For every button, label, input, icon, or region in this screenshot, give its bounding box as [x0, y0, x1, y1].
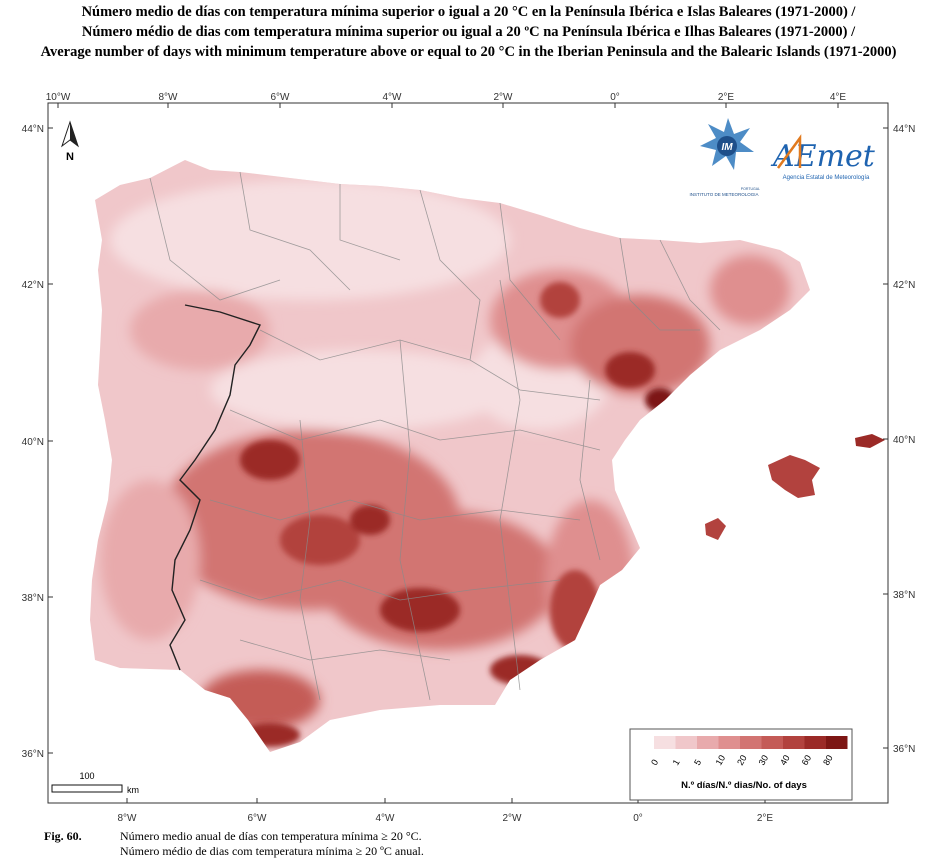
lon-top-label: 8°W	[159, 92, 179, 103]
im-logo-country: PORTUGAL	[741, 187, 760, 191]
lat-right-label: 36°N	[893, 744, 915, 755]
scale-bar-value: 100	[79, 771, 94, 781]
lat-left-label: 40°N	[22, 437, 44, 448]
north-label: N	[66, 151, 74, 163]
caption-line-es: Número medio anual de días con temperatu…	[120, 829, 422, 843]
lat-right-label: 40°N	[893, 435, 915, 446]
lat-left-label: 36°N	[22, 749, 44, 760]
legend-swatch	[804, 736, 826, 749]
figure-number: Fig. 60.	[44, 829, 82, 843]
title-es: Número medio de días con temperatura mín…	[81, 4, 856, 20]
lon-top-label: 2°W	[494, 92, 514, 103]
legend-class-label: 0	[649, 758, 660, 767]
title-pt: Número médio de dias com temperatura mín…	[81, 24, 856, 40]
lon-bottom-label: 2°W	[503, 813, 523, 824]
island-mallorca	[768, 455, 820, 498]
legend-class-label: 30	[757, 753, 771, 767]
scale-bar: 100 km	[51, 771, 139, 795]
lon-top-label: 4°E	[830, 92, 847, 103]
island-menorca	[855, 434, 885, 448]
lon-bottom-label: 0°	[633, 813, 643, 824]
legend-swatch	[826, 736, 848, 749]
lon-top-label: 4°W	[383, 92, 403, 103]
legend-class-label: 80	[821, 753, 835, 767]
lon-top-label: 0°	[610, 92, 620, 103]
legend-class-label: 1	[671, 758, 682, 767]
aemet-logo: AEmet Agencia Estatal de Meteorología	[770, 134, 876, 181]
legend-swatch	[697, 736, 719, 749]
legend: 0 1 5 10 20 30 40 60 80 N.º días/N.º dias/No. of…	[629, 728, 853, 801]
legend-caption: N.º días/N.º dias/No. of days	[681, 780, 807, 791]
lat-right-label: 44°N	[893, 124, 915, 135]
legend-swatch	[675, 736, 697, 749]
lat-left-label: 42°N	[22, 280, 44, 291]
title-en: Average number of days with minimum temp…	[40, 44, 897, 60]
lon-top-label: 2°E	[718, 92, 735, 103]
caption-line-pt: Número médio de dias com temperatura mín…	[120, 844, 424, 858]
legend-class-label: 60	[800, 753, 814, 767]
legend-class-label: 5	[692, 758, 703, 767]
figure-caption: Fig. 60. Número medio anual de días con t…	[44, 829, 424, 859]
lon-bottom-label: 2°E	[757, 813, 774, 824]
temperature-zones	[100, 180, 790, 747]
aemet-logo-subtitle: Agencia Estatal de Meteorología	[783, 175, 870, 181]
im-logo: IM PORTUGAL INSTITUTO DE METEOROLOGIA	[690, 118, 760, 197]
legend-class-label: 20	[735, 753, 749, 767]
lat-left-label: 38°N	[22, 593, 44, 604]
legend-swatch	[718, 736, 740, 749]
lon-bottom-label: 8°W	[118, 813, 138, 824]
legend-class-label: 10	[714, 753, 728, 767]
scale-bar-unit: km	[127, 785, 139, 795]
legend-class-label: 40	[778, 753, 792, 767]
lon-top-label: 10°W	[46, 92, 71, 103]
climate-map: 10°W 8°W 6°W 4°W 2°W 0° 2°E 4°E 8°W 6°W …	[22, 92, 916, 824]
province-boundaries	[149, 171, 721, 701]
spain-portugal-border	[169, 304, 261, 671]
legend-swatch	[654, 736, 676, 749]
lon-bottom-label: 4°W	[376, 813, 396, 824]
lat-right-label: 42°N	[893, 280, 915, 291]
lon-bottom-label: 6°W	[248, 813, 268, 824]
legend-swatch	[761, 736, 783, 749]
legend-swatch	[740, 736, 762, 749]
lat-right-label: 38°N	[893, 590, 915, 601]
north-arrow-icon: N	[61, 120, 79, 163]
map-title: Número medio de días con temperatura mín…	[0, 2, 937, 62]
legend-swatch	[783, 736, 805, 749]
im-logo-text: IM	[721, 142, 733, 153]
map-frame	[47, 102, 889, 804]
island-ibiza	[705, 518, 726, 540]
lat-left-label: 44°N	[22, 124, 44, 135]
im-logo-subtitle: INSTITUTO DE METEOROLOGIA	[690, 192, 759, 197]
lon-top-label: 6°W	[271, 92, 291, 103]
